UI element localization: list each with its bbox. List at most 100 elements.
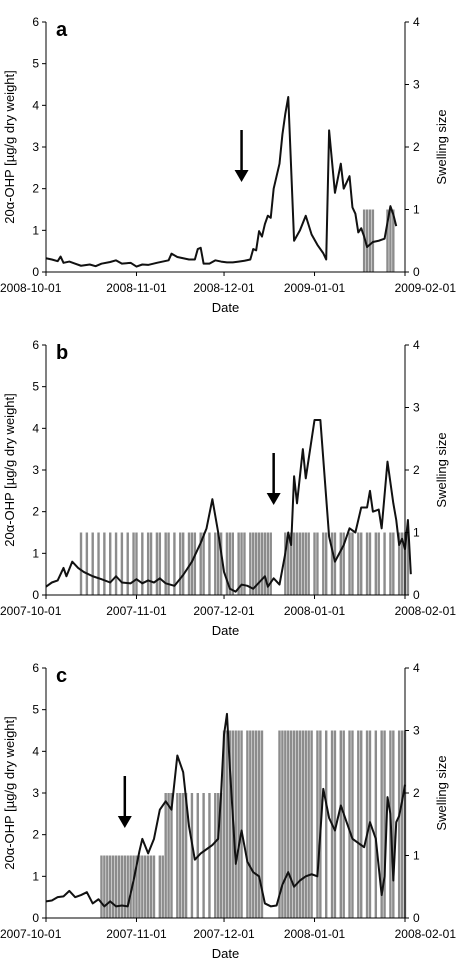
y2-tick-label: 2	[413, 140, 420, 154]
swelling-bar	[234, 730, 237, 918]
swelling-bar	[135, 855, 138, 918]
swelling-bar	[135, 532, 138, 595]
swelling-bar	[287, 730, 290, 918]
swelling-bar	[126, 532, 129, 595]
swelling-bar	[377, 532, 380, 595]
swelling-bar	[357, 532, 360, 595]
swelling-bar	[260, 532, 264, 595]
swelling-bar	[164, 532, 167, 595]
swelling-bar	[342, 532, 345, 595]
x-tick-label: 2008-01-01	[284, 604, 346, 618]
swelling-bar	[193, 532, 197, 595]
swelling-bar	[313, 532, 316, 595]
swelling-bar	[173, 532, 176, 595]
x-tick-label: 2008-11-01	[106, 281, 167, 295]
y2-tick-label: 1	[413, 526, 420, 540]
swelling-bar	[263, 532, 267, 595]
swelling-bar	[365, 532, 369, 595]
swelling-bar	[85, 532, 89, 595]
swelling-bar	[383, 730, 386, 918]
swelling-bar	[368, 532, 372, 595]
y2-tick-label: 1	[413, 849, 420, 863]
y-tick-label: 0	[32, 588, 39, 602]
panel-b: 0 1 2 3 4 5 6 0 1 2 3 4 2007-10-01 2007-11-01 2007-12-…	[0, 338, 456, 638]
swelling-bar	[97, 532, 100, 595]
swelling-bar	[392, 209, 395, 272]
swelling-bar	[304, 532, 307, 595]
y-tick-label: 2	[32, 505, 39, 519]
swelling-bar	[155, 532, 159, 595]
swelling-bar	[298, 532, 302, 595]
x-tick-label: 2008-02-01	[395, 927, 457, 941]
ohp-line	[45, 712, 406, 908]
y2-tick-label: 2	[413, 786, 420, 800]
swelling-bar	[368, 209, 372, 272]
swelling-bar	[392, 532, 395, 595]
swelling-bar	[138, 855, 141, 918]
swelling-bar	[371, 209, 375, 272]
swelling-bar	[187, 532, 191, 595]
y2-tick-label: 4	[413, 338, 420, 352]
swelling-bar	[167, 793, 170, 918]
swelling-bar	[237, 532, 240, 595]
swelling-bar	[190, 793, 194, 918]
ohp-line	[45, 419, 412, 593]
swelling-bar	[383, 532, 386, 595]
swelling-bar	[243, 532, 246, 595]
swelling-bar	[322, 532, 325, 595]
swelling-bar	[219, 532, 223, 595]
ohp-line	[45, 96, 398, 268]
y-tick-label: 1	[32, 546, 39, 560]
swelling-bar	[141, 532, 144, 595]
swelling-bar	[339, 532, 342, 595]
swelling-bar	[246, 730, 249, 918]
swelling-bar	[149, 532, 153, 595]
swelling-bar	[287, 532, 290, 595]
swelling-bar	[158, 855, 162, 918]
swelling-bar	[190, 532, 194, 595]
swelling-bar	[179, 793, 182, 918]
swelling-bar	[316, 532, 319, 595]
swelling-bar	[266, 532, 270, 595]
swelling-bar	[307, 730, 310, 918]
swelling-bar	[389, 209, 392, 272]
swelling-bar	[392, 730, 395, 918]
swelling-bar	[301, 532, 305, 595]
swelling-bar	[111, 855, 115, 918]
y-tick-label: 0	[32, 911, 39, 925]
panel-label: a	[56, 19, 68, 41]
swelling-bar	[181, 532, 185, 595]
y-tick-label: 5	[32, 57, 39, 71]
swelling-bar	[170, 793, 173, 918]
swelling-bar	[109, 532, 112, 595]
swelling-bar	[141, 855, 144, 918]
y-tick-label: 6	[32, 338, 39, 352]
swelling-bar	[231, 532, 234, 595]
swelling-bar	[176, 793, 179, 918]
swelling-bar	[208, 532, 211, 595]
swelling-bar	[351, 532, 354, 595]
swelling-bar	[146, 532, 150, 595]
swelling-bar	[228, 730, 232, 918]
swelling-bar	[237, 730, 240, 918]
swelling-bar	[289, 730, 293, 918]
swelling-bar	[348, 532, 351, 595]
swelling-bar	[257, 532, 261, 595]
swelling-bar	[240, 532, 243, 595]
x-tick-label: 2007-10-01	[0, 927, 62, 941]
x-tick-label: 2009-01-01	[284, 281, 346, 295]
swelling-bar	[260, 730, 264, 918]
arrow-head	[266, 493, 281, 505]
y-tick-label: 1	[32, 223, 39, 237]
y-axis-label: 20α-OHP [µg/g dry weight]	[2, 393, 17, 547]
swelling-bar	[252, 532, 255, 595]
swelling-bar	[149, 855, 153, 918]
swelling-bar	[400, 532, 404, 595]
swelling-bar	[301, 730, 305, 918]
swelling-bar	[240, 730, 243, 918]
y-tick-label: 5	[32, 703, 39, 717]
swelling-bar	[389, 532, 392, 595]
x-axis-label: Date	[212, 946, 239, 961]
swelling-bar	[292, 532, 296, 595]
